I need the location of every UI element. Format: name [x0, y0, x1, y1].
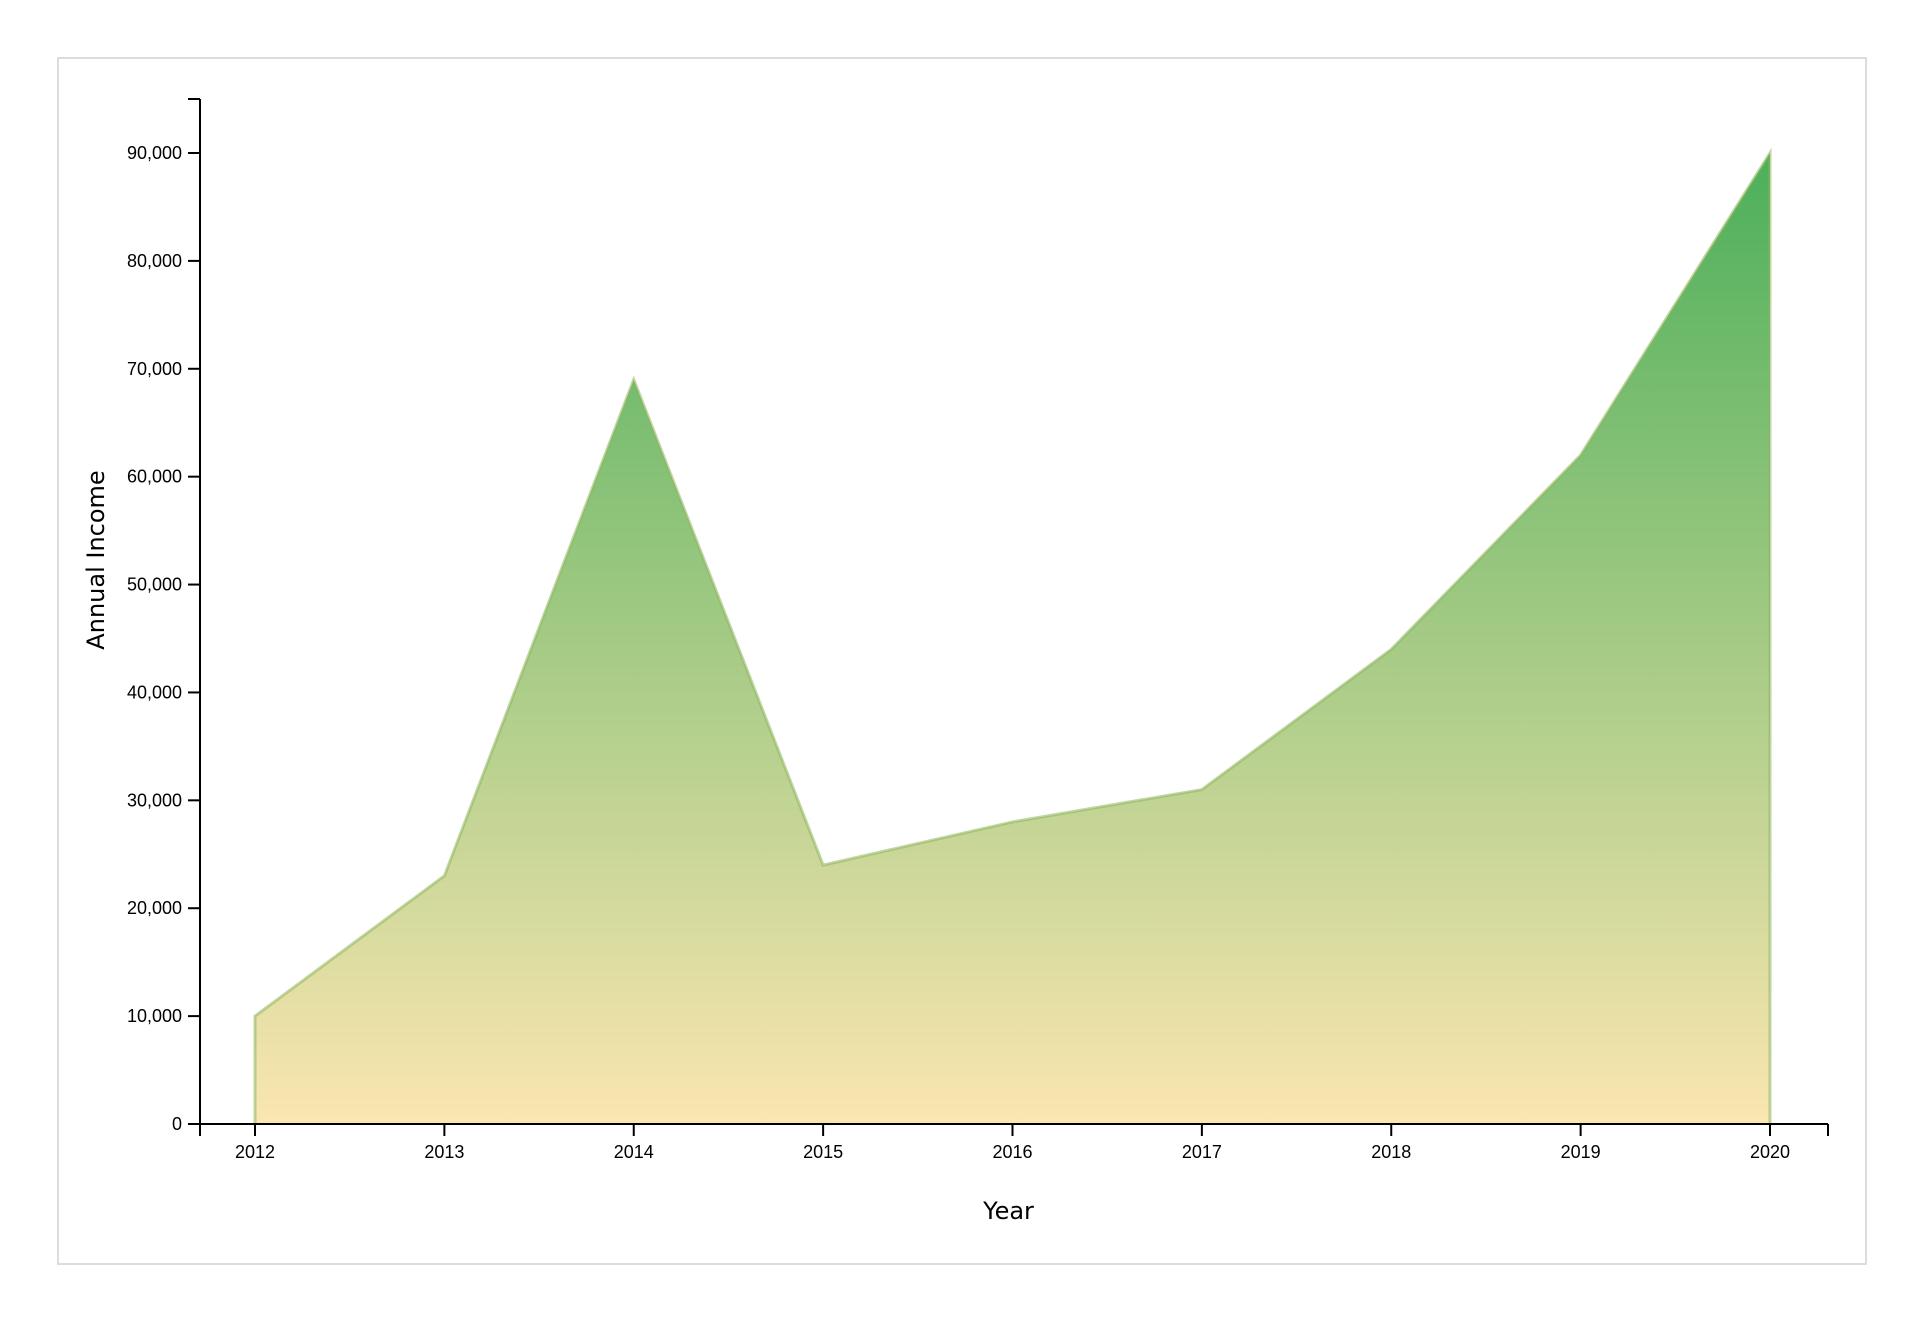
y-tick-label: 0	[172, 1114, 182, 1134]
x-tick-label: 2019	[1561, 1142, 1601, 1162]
y-axis: 0 10,000 20,000 30,000 40,000 50,000 60,000 70,…	[127, 98, 201, 1134]
x-axis-title: Year	[982, 1197, 1034, 1225]
y-tick-label: 80,000	[127, 251, 182, 271]
y-tick-label: 40,000	[127, 682, 182, 702]
y-tick-label: 70,000	[127, 359, 182, 379]
y-axis-title: Annual Income	[82, 470, 110, 649]
x-axis: 2012 2013 2014 2015 2016 2017 2018 2019 2020	[199, 1123, 1829, 1162]
area-fill	[255, 153, 1770, 1124]
y-tick-label: 10,000	[127, 1006, 182, 1026]
x-tick-label: 2017	[1182, 1142, 1222, 1162]
y-tick-label: 30,000	[127, 790, 182, 810]
x-tick-label: 2012	[235, 1142, 275, 1162]
x-tick-label: 2016	[992, 1142, 1032, 1162]
plot-area	[253, 147, 1772, 1124]
y-tick-label: 90,000	[127, 143, 182, 163]
y-tick-label: 50,000	[127, 575, 182, 595]
x-tick-label: 2014	[614, 1142, 654, 1162]
area-line	[253, 147, 1772, 1124]
x-tick-label: 2013	[424, 1142, 464, 1162]
x-tick-label: 2020	[1750, 1142, 1790, 1162]
y-tick-label: 20,000	[127, 898, 182, 918]
x-tick-label: 2015	[803, 1142, 843, 1162]
x-tick-label: 2018	[1371, 1142, 1411, 1162]
y-tick-label: 60,000	[127, 467, 182, 487]
